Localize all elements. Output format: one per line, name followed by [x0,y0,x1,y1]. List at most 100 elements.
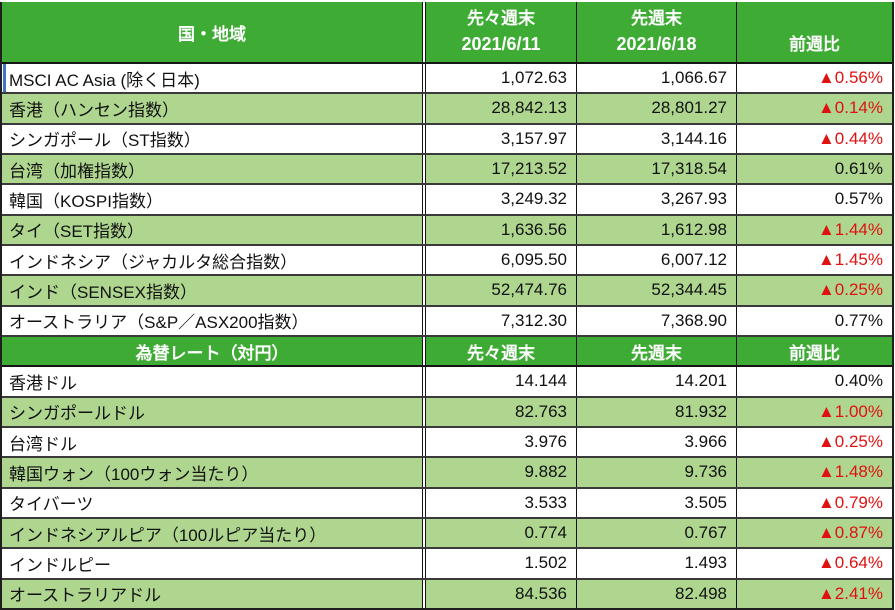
value-wow-change: 0.40% [834,371,883,391]
double-line-separator [422,336,426,366]
table-row-singapore-dollar: シンガポールドル 82.763 81.932 ▲1.00% [2,397,892,428]
double-line-separator [422,94,426,123]
value-week-before-last: 3,157.97 [426,124,577,153]
value-week-before-last: 28,842.13 [426,94,577,123]
value-week-before-last: 1.502 [426,549,577,578]
row-label: 香港ドル [9,373,77,393]
table-row-india-index: インド（SENSEX指数） 52,474.76 52,344.45 ▲0.25% [2,276,892,307]
value-wow-change: ▲0.64% [817,553,883,573]
value-last-week: 82.498 [577,579,737,608]
row-label: タイ（SET指数） [2,215,422,244]
table-row-indian-rupee: インドルピー 1.502 1.493 ▲0.64% [2,549,892,580]
value-last-week: 1,066.67 [577,64,737,93]
fx-section-header-row: 為替レート（対円） 先々週末 先週末 前週比 [2,336,892,368]
table-row-msci-ac-asia: MSCI AC Asia (除く日本) 1,072.63 1,066.67 ▲0… [2,64,892,95]
double-line-separator [422,458,426,487]
value-week-before-last: 1,636.56 [426,215,577,244]
table-row-australia-index: オーストラリア（S&P／ASX200指数） 7,312.30 7,368.90 … [2,306,892,337]
value-last-week: 52,344.45 [577,276,737,305]
value-wow-change: ▲0.79% [817,492,883,512]
col-header-week-before-last-label: 先々週末 [467,8,535,28]
value-last-week: 14.201 [577,367,737,396]
value-week-before-last: 3.976 [426,427,577,457]
table-row-hong-kong-index: 香港（ハンセン指数） 28,842.13 28,801.27 ▲0.14% [2,94,892,125]
col-header-last-week: 先週末 2021/6/18 [577,2,737,62]
value-week-before-last: 1,072.63 [426,64,577,93]
double-line-separator [422,245,426,275]
value-week-before-last: 9.882 [426,458,577,487]
row-label: シンガポール（ST指数） [9,131,201,151]
row-label: インドネシアルピア（100ルピア当たり） [2,518,422,548]
value-wow-change: ▲0.87% [737,518,892,548]
double-line-separator [422,306,426,335]
table-row-korean-won: 韓国ウォン（100ウォン当たり） 9.882 9.736 ▲1.48% [2,458,892,489]
value-last-week: 0.767 [577,518,737,548]
value-week-before-last: 84.536 [426,579,577,608]
double-line-separator [422,397,426,426]
value-wow-change: ▲0.14% [737,94,892,123]
table-row-taiwan-dollar: 台湾ドル 3.976 3.966 ▲0.25% [2,427,892,459]
double-line-separator [422,64,426,93]
double-line-separator [422,154,426,184]
table-row-australian-dollar: オーストラリアドル 84.536 82.498 ▲2.41% [2,579,892,608]
row-label: オーストラリア（S&P／ASX200指数） [9,313,309,333]
table-row-singapore-index: シンガポール（ST指数） 3,157.97 3,144.16 ▲0.44% [2,124,892,155]
value-wow-change: ▲2.41% [737,579,892,608]
double-line-separator [422,579,426,608]
col-header-country-region: 国・地域 [2,2,422,62]
row-label: インドルピー [9,555,111,575]
value-last-week: 6,007.12 [577,245,737,275]
double-line-separator [422,488,426,517]
double-line-separator [422,549,426,578]
col-header-wow-change: 前週比 [737,336,892,366]
value-wow-change: ▲1.00% [737,397,892,426]
table-row-hong-kong-dollar: 香港ドル 14.144 14.201 0.40% [2,367,892,398]
value-wow-change: ▲1.48% [737,458,892,487]
value-week-before-last: 17,213.52 [426,154,577,184]
row-label: タイバーツ [9,495,94,515]
row-label: 香港（ハンセン指数） [2,94,422,123]
value-last-week: 81.932 [577,397,737,426]
double-line-separator [422,427,426,457]
table-row-thailand-index: タイ（SET指数） 1,636.56 1,612.98 ▲1.44% [2,215,892,246]
row-label: インドネシア（ジャカルタ総合指数） [9,252,298,272]
double-line-separator [422,367,426,396]
row-label: MSCI AC Asia (除く日本) [2,64,422,93]
value-week-before-last: 14.144 [426,367,577,396]
index-section-header-row: 国・地域 先々週末 2021/6/11 先週末 2021/6/18 前週比 [2,2,892,64]
value-last-week: 3,267.93 [577,185,737,214]
row-label: インド（SENSEX指数） [2,276,422,305]
value-last-week: 28,801.27 [577,94,737,123]
col-header-week-before-last-date: 2021/6/11 [461,34,541,55]
double-line-separator [422,215,426,244]
value-last-week: 7,368.90 [577,306,737,335]
value-week-before-last: 82.763 [426,397,577,426]
col-header-last-week-label: 先週末 [631,8,682,28]
col-header-last-week-date: 2021/6/18 [616,34,697,55]
row-label: シンガポールドル [2,397,422,426]
value-wow-change: 0.61% [737,154,892,184]
col-header-fx-rate: 為替レート（対円） [2,336,422,366]
table-row-indonesian-rupiah: インドネシアルピア（100ルピア当たり） 0.774 0.767 ▲0.87% [2,518,892,550]
table-row-thai-baht: タイバーツ 3.533 3.505 ▲0.79% [2,488,892,519]
value-last-week: 1,612.98 [577,215,737,244]
row-label: 台湾（加権指数） [2,154,422,184]
value-week-before-last: 0.774 [426,518,577,548]
value-wow-change: ▲1.45% [817,250,883,270]
value-last-week: 3,144.16 [577,124,737,153]
value-wow-change: 0.77% [834,310,883,330]
value-week-before-last: 7,312.30 [426,306,577,335]
col-header-wow-change: 前週比 [737,2,892,62]
col-header-last-week: 先週末 [577,336,737,366]
double-line-separator [422,276,426,305]
value-week-before-last: 3,249.32 [426,185,577,214]
row-label: 韓国ウォン（100ウォン当たり） [2,458,422,487]
double-line-separator [422,124,426,153]
value-last-week: 3.505 [577,488,737,517]
row-label: オーストラリアドル [2,579,422,608]
value-week-before-last: 3.533 [426,488,577,517]
double-line-separator [422,2,426,62]
row-label: 台湾ドル [9,434,77,454]
table-row-korea-index: 韓国（KOSPI指数） 3,249.32 3,267.93 0.57% [2,185,892,216]
